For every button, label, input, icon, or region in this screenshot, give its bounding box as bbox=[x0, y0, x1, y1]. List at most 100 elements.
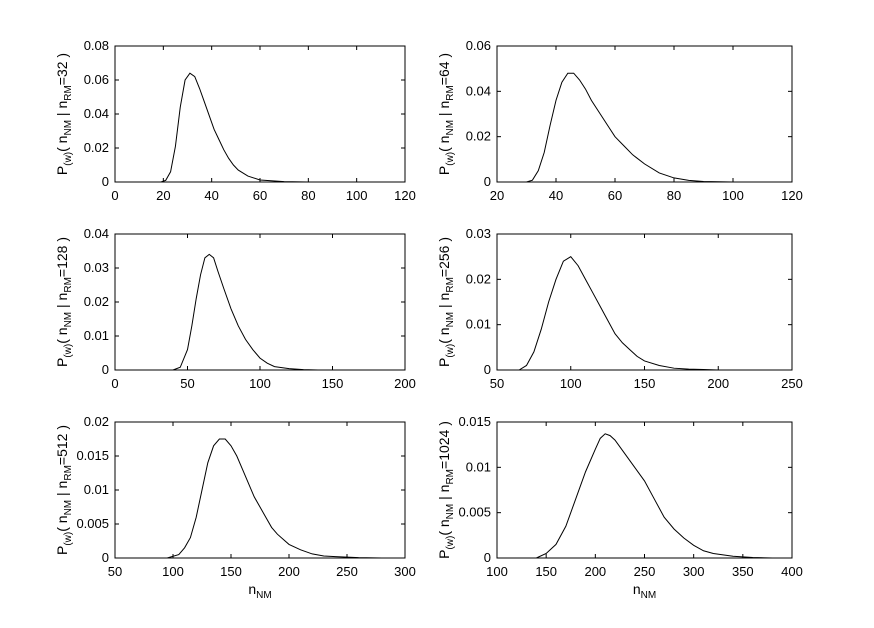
ylabel-cond: =128 ) bbox=[54, 237, 70, 277]
x-tick-label: 100 bbox=[486, 564, 508, 579]
xlabel-n: n bbox=[248, 581, 256, 597]
ylabel-open: ( n bbox=[54, 515, 70, 531]
ylabel-w-subscript: (w) bbox=[63, 532, 74, 546]
y-tick-label: 0 bbox=[484, 174, 491, 189]
x-tick-label: 350 bbox=[732, 564, 754, 579]
y-tick-label: 0.04 bbox=[84, 226, 109, 241]
y-tick-label: 0.005 bbox=[76, 516, 109, 531]
series-line bbox=[160, 72, 309, 183]
axes-box bbox=[114, 233, 406, 371]
ylabel-nm-subscript: NM bbox=[445, 120, 456, 136]
chart-panel-4: 50 100 150 200 250 0 0.01 0.02 0.03 P(w)( nNM | n… bbox=[436, 226, 803, 391]
y-axis-label: P(w)( nNM | nRM=1024 ) bbox=[436, 421, 456, 559]
y-axis-label: P(w)( nNM | nRM=64 ) bbox=[436, 53, 456, 175]
ylabel-p: P bbox=[436, 166, 452, 175]
x-tick-label: 0 bbox=[111, 188, 118, 203]
ylabel-w-subscript: (w) bbox=[445, 344, 456, 358]
x-tick-label: 250 bbox=[634, 564, 656, 579]
x-tick-label: 150 bbox=[220, 564, 242, 579]
y-tick-label: 0 bbox=[102, 362, 109, 377]
ylabel-p: P bbox=[54, 166, 70, 175]
ylabel-bar: | n bbox=[54, 481, 70, 500]
ylabel-p: P bbox=[54, 358, 70, 367]
x-tick-label: 150 bbox=[535, 564, 557, 579]
x-tick-label: 80 bbox=[301, 188, 315, 203]
ylabel-p: P bbox=[54, 546, 70, 555]
xlabel-n: n bbox=[633, 581, 641, 597]
x-tick-label: 60 bbox=[608, 188, 622, 203]
x-tick-label: 100 bbox=[346, 188, 368, 203]
ylabel-bar: | n bbox=[436, 485, 452, 504]
y-tick-label: 0.01 bbox=[84, 328, 109, 343]
series-line bbox=[526, 72, 734, 183]
ylabel-rm-subscript: RM bbox=[63, 85, 74, 101]
ylabel-rm-subscript: RM bbox=[63, 277, 74, 293]
y-tick-label: 0.02 bbox=[84, 414, 109, 429]
y-tick-label: 0.03 bbox=[466, 226, 491, 241]
ylabel-w-subscript: (w) bbox=[63, 344, 74, 358]
x-tick-label: 250 bbox=[781, 376, 803, 391]
y-tick-label: 0 bbox=[484, 550, 491, 565]
x-tick-label: 120 bbox=[394, 188, 416, 203]
chart-panel-3: 0 50 100 150 200 0 0.01 0.02 0.03 0.04 P(w)( nNM |… bbox=[54, 226, 416, 391]
ylabel-cond: =32 ) bbox=[54, 53, 70, 85]
y-tick-label: 0 bbox=[102, 174, 109, 189]
y-tick-label: 0.02 bbox=[84, 140, 109, 155]
x-tick-label: 40 bbox=[204, 188, 218, 203]
ylabel-open: ( n bbox=[436, 327, 452, 343]
ylabel-bar: | n bbox=[54, 101, 70, 120]
y-tick-label: 0.015 bbox=[76, 448, 109, 463]
ylabel-rm-subscript: RM bbox=[445, 469, 456, 485]
x-tick-label: 300 bbox=[683, 564, 705, 579]
x-tick-label: 0 bbox=[111, 376, 118, 391]
y-tick-label: 0.02 bbox=[84, 294, 109, 309]
series-line bbox=[172, 253, 319, 371]
x-tick-label: 200 bbox=[584, 564, 606, 579]
axes-box bbox=[114, 421, 406, 559]
ylabel-nm-subscript: NM bbox=[445, 312, 456, 328]
axes-box bbox=[496, 233, 793, 371]
series-line bbox=[167, 438, 382, 559]
x-tick-label: 100 bbox=[560, 376, 582, 391]
ylabel-open: ( n bbox=[54, 327, 70, 343]
axes-box bbox=[496, 45, 793, 183]
ylabel-w-subscript: (w) bbox=[445, 152, 456, 166]
x-tick-label: 200 bbox=[394, 376, 416, 391]
ylabel-w-subscript: (w) bbox=[445, 536, 456, 550]
x-tick-label: 100 bbox=[249, 376, 271, 391]
y-axis-label: P(w)( nNM | nRM=32 ) bbox=[54, 53, 74, 175]
ylabel-rm-subscript: RM bbox=[445, 277, 456, 293]
x-tick-label: 20 bbox=[156, 188, 170, 203]
ylabel-open: ( n bbox=[436, 519, 452, 535]
ylabel-p: P bbox=[436, 358, 452, 367]
y-tick-label: 0.015 bbox=[458, 414, 491, 429]
ylabel-nm-subscript: NM bbox=[63, 312, 74, 328]
x-tick-label: 100 bbox=[162, 564, 184, 579]
axes-box bbox=[496, 421, 793, 559]
ylabel-bar: | n bbox=[54, 293, 70, 312]
ylabel-nm-subscript: NM bbox=[63, 120, 74, 136]
x-tick-label: 50 bbox=[108, 564, 122, 579]
ylabel-open: ( n bbox=[54, 136, 70, 152]
xlabel-nm-subscript: NM bbox=[256, 590, 272, 601]
y-tick-label: 0 bbox=[484, 362, 491, 377]
chart-panel-2: 20 40 60 80 100 120 0 0.02 0.04 0.06 P(w)( nNM | n… bbox=[436, 38, 803, 203]
ylabel-w-subscript: (w) bbox=[63, 152, 74, 166]
x-tick-label: 200 bbox=[278, 564, 300, 579]
ylabel-cond: =512 ) bbox=[54, 425, 70, 465]
ylabel-cond: =1024 ) bbox=[436, 421, 452, 469]
y-axis-label: P(w)( nNM | nRM=128 ) bbox=[54, 237, 74, 367]
ylabel-nm-subscript: NM bbox=[63, 500, 74, 516]
x-axis-label: nNM bbox=[633, 581, 656, 601]
y-tick-label: 0.005 bbox=[458, 505, 491, 520]
x-tick-label: 50 bbox=[490, 376, 504, 391]
y-tick-label: 0.01 bbox=[84, 482, 109, 497]
x-tick-label: 20 bbox=[490, 188, 504, 203]
ylabel-p: P bbox=[436, 550, 452, 559]
chart-panel-5: 50 100 150 200 250 300 0 0.005 0.01 0.015 0.02 P(w)… bbox=[54, 414, 416, 601]
series-line bbox=[518, 256, 719, 371]
x-axis-label: nNM bbox=[248, 581, 271, 601]
y-tick-label: 0 bbox=[102, 550, 109, 565]
x-tick-label: 150 bbox=[634, 376, 656, 391]
